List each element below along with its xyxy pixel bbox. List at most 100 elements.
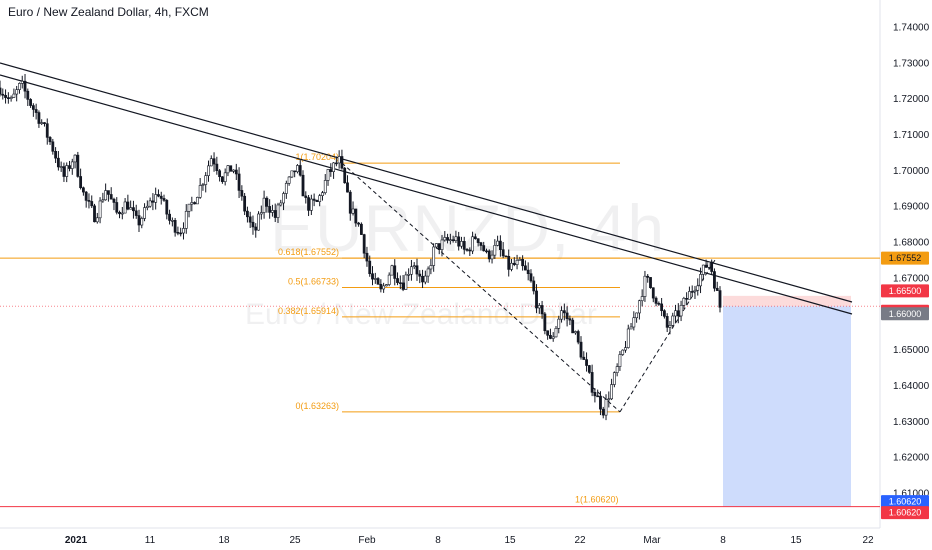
candle-body: [51, 141, 55, 152]
candle-body: [710, 261, 714, 272]
candle-body: [562, 310, 566, 314]
candle-body: [537, 305, 541, 309]
candle-body: [640, 296, 644, 302]
candle-body: [699, 274, 702, 287]
candle-body: [571, 319, 575, 334]
candle-body: [73, 154, 77, 163]
candle-body: [1, 93, 5, 96]
candle-body: [676, 310, 680, 317]
candle-body: [207, 165, 210, 176]
price-label-text: 1.66000: [889, 309, 922, 319]
candle-body: [140, 218, 144, 226]
candle-body: [512, 262, 516, 265]
candle-body: [215, 163, 219, 172]
candle-body: [393, 265, 397, 279]
candle-body: [307, 197, 310, 211]
candle-body: [240, 190, 244, 197]
candle-body: [154, 194, 158, 203]
candle-body: [615, 366, 619, 373]
candle-body: [462, 241, 466, 250]
candle-body: [129, 207, 133, 210]
candle-body: [612, 372, 616, 385]
lower-trendline: [0, 74, 853, 315]
candle-body: [682, 298, 686, 306]
candle-body: [165, 200, 169, 215]
y-tick-label: 1.61000: [893, 489, 930, 500]
candle-body: [101, 199, 105, 202]
candle-body: [601, 408, 605, 416]
candle-body: [696, 285, 700, 291]
candle-body: [688, 291, 691, 300]
candle-body: [18, 83, 21, 90]
candle-body: [40, 122, 44, 124]
candle-body: [473, 236, 477, 239]
candle-body: [540, 305, 544, 315]
candle-body: [329, 169, 333, 172]
candle-body: [498, 240, 502, 250]
candle-body: [45, 123, 49, 138]
candle-body: [454, 236, 458, 241]
price-label-text: 1.67552: [889, 253, 922, 263]
candle-body: [118, 211, 121, 215]
fib-level-label: 0.382(1.65914): [278, 306, 339, 316]
y-tick-label: 1.73000: [893, 58, 930, 69]
candle-body: [359, 223, 363, 235]
candle-body: [226, 165, 230, 174]
price-label-box: [881, 495, 929, 509]
candle-body: [373, 278, 377, 280]
y-tick-label: 1.63000: [893, 417, 930, 428]
candle-body: [212, 158, 216, 165]
candle-body: [704, 264, 708, 268]
candle-body: [65, 165, 69, 177]
candle-body: [246, 210, 249, 218]
candle-body: [446, 237, 449, 241]
candle-body: [132, 207, 135, 212]
candle-body: [443, 237, 447, 241]
candle-body: [624, 347, 627, 351]
candle-body: [123, 201, 127, 214]
candle-body: [23, 80, 27, 92]
candle-body: [279, 202, 283, 206]
x-tick-label: 8: [435, 535, 441, 546]
candle-body: [690, 291, 694, 293]
x-tick-label: 15: [504, 535, 516, 546]
fib-level-label: 0.5(1.66733): [288, 276, 339, 286]
candle-body: [576, 331, 580, 343]
price-label-box: [881, 307, 929, 321]
candle-body: [496, 240, 500, 246]
candle-body: [535, 290, 538, 309]
candle-body: [426, 268, 430, 277]
candle-body: [348, 191, 352, 214]
y-tick-label: 1.70000: [893, 166, 930, 177]
candle-body: [490, 254, 494, 260]
candle-body: [493, 245, 497, 256]
candle-body: [485, 250, 488, 253]
candle-body: [220, 176, 224, 182]
candle-body: [151, 200, 155, 203]
candle-body: [418, 273, 422, 277]
candle-body: [526, 269, 530, 274]
candle-body: [501, 249, 505, 257]
candle-body: [396, 278, 399, 283]
candle-body: [357, 222, 361, 225]
candle-body: [376, 278, 380, 285]
candle-body: [237, 173, 241, 191]
candle-body: [287, 176, 291, 184]
candle-body: [115, 202, 119, 213]
candle-body: [637, 300, 641, 314]
x-tick-label: 11: [145, 535, 156, 546]
candle-body: [421, 275, 424, 283]
candle-body: [587, 365, 591, 373]
candle-body: [476, 238, 480, 243]
candle-body: [29, 99, 32, 106]
y-tick-label: 1.74000: [893, 23, 930, 34]
candle-body: [468, 249, 472, 252]
candle-body: [482, 245, 486, 252]
candle-body: [173, 220, 177, 233]
candle-body: [557, 318, 561, 329]
candle-body: [79, 176, 83, 189]
candle-body: [48, 137, 52, 143]
candle-body: [643, 275, 647, 297]
price-label-box: [881, 251, 929, 265]
